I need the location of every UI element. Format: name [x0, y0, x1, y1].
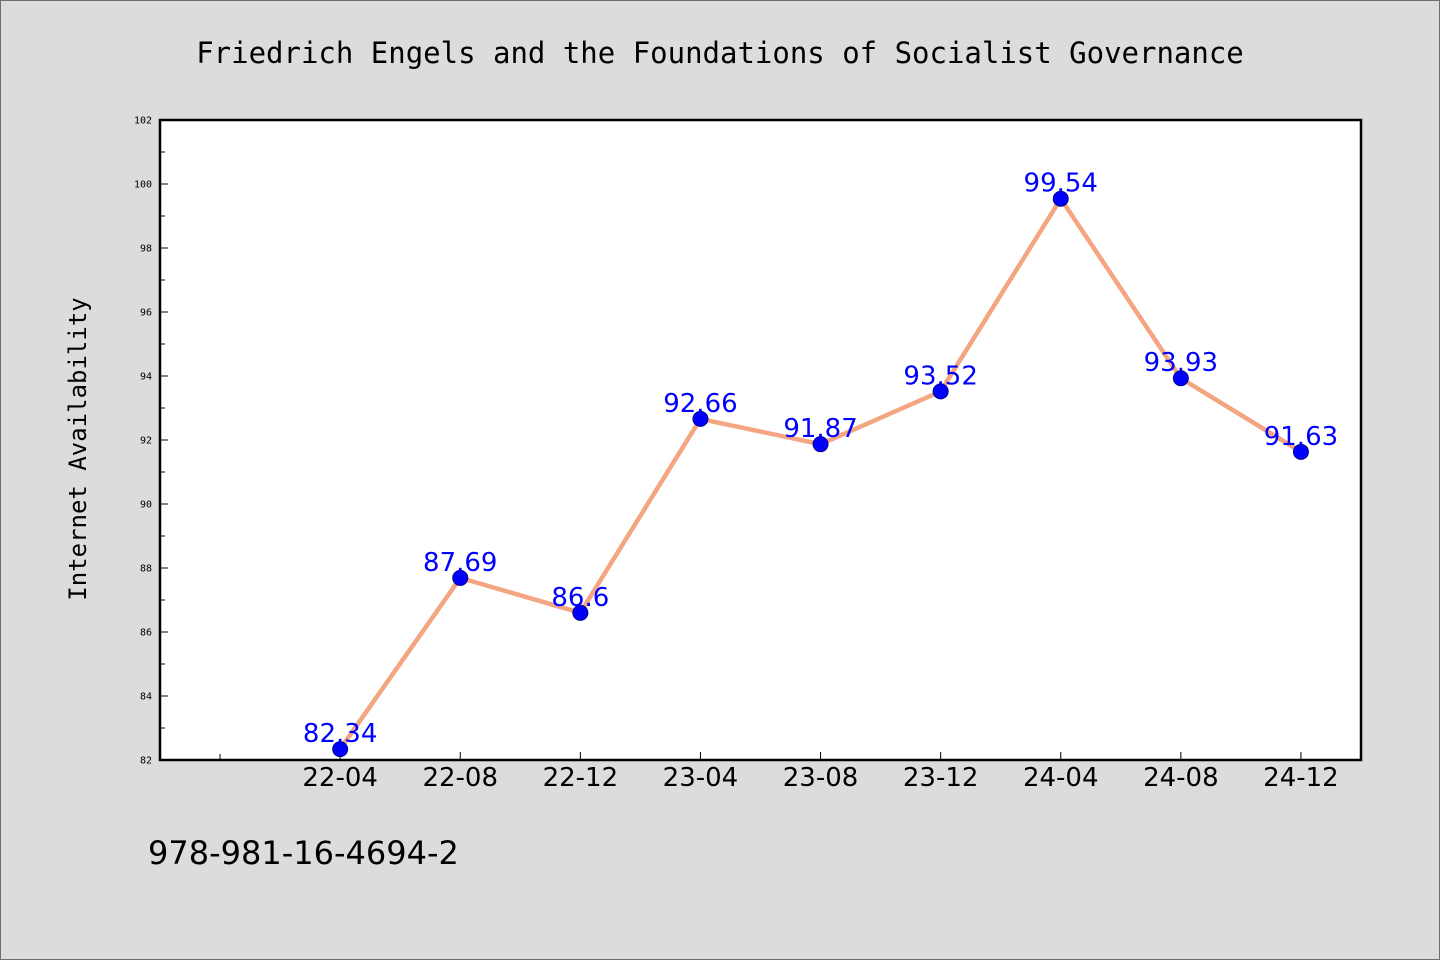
y-tick-label: 84 [140, 692, 152, 703]
data-label: 93.93 [1144, 348, 1218, 378]
plot-border [158, 118, 1363, 762]
x-tick-label: 23-12 [903, 763, 979, 793]
data-point-marker [812, 436, 829, 453]
data-label: 87.69 [423, 548, 497, 578]
y-tick-label: 98 [140, 244, 152, 255]
series-markers-group [332, 190, 1309, 758]
data-label: 86.6 [551, 583, 609, 613]
x-tick-label: 22-08 [422, 763, 498, 793]
y-tick-label: 86 [140, 628, 152, 639]
y-tick-label: 88 [140, 564, 152, 575]
y-tick-label: 102 [134, 116, 152, 127]
x-tick-label: 22-12 [543, 763, 619, 793]
x-tick-label: 24-04 [1023, 763, 1099, 793]
data-label: 99.54 [1024, 169, 1098, 199]
y-axis: 82 84 86 88 90 92 94 96 98 100 102 [134, 116, 168, 767]
data-label: 82.34 [303, 719, 377, 749]
y-tick-label: 90 [140, 500, 152, 511]
data-point-marker [1172, 370, 1189, 387]
data-point-marker [692, 410, 709, 427]
data-label: 91.63 [1264, 422, 1338, 452]
x-tick-label: 24-12 [1263, 763, 1339, 793]
plot-area [160, 120, 1361, 760]
y-tick-label: 82 [140, 756, 152, 767]
data-point-marker [332, 741, 349, 758]
y-axis-label: Internet Availability [64, 297, 92, 600]
isbn-footer: 978-981-16-4694-2 [148, 834, 459, 872]
data-point-marker [1052, 190, 1069, 207]
data-point-marker [932, 383, 949, 400]
data-label: 92.66 [663, 389, 737, 419]
chart-title: Friedrich Engels and the Foundations of … [196, 36, 1244, 70]
x-tick-label: 23-04 [663, 763, 739, 793]
data-labels-group: 82.34 87.69 86.6 92.66 91.87 93.52 99.54 93.93 9… [303, 169, 1338, 749]
y-tick-label: 100 [134, 180, 152, 191]
y-tick-label: 94 [140, 372, 152, 383]
x-axis: 22-04 22-08 22-12 23-04 23-08 23-12 24-04 24-08… [219, 752, 1339, 793]
data-point-marker [572, 604, 589, 621]
data-point-marker [452, 569, 469, 586]
data-label: 93.52 [903, 361, 977, 391]
y-tick-label: 92 [140, 436, 152, 447]
x-tick-label: 24-08 [1143, 763, 1219, 793]
y-tick-label: 96 [140, 308, 152, 319]
data-label: 91.87 [783, 414, 857, 444]
x-tick-label: 23-08 [783, 763, 859, 793]
data-point-marker [1292, 443, 1309, 460]
x-tick-label: 22-04 [302, 763, 378, 793]
